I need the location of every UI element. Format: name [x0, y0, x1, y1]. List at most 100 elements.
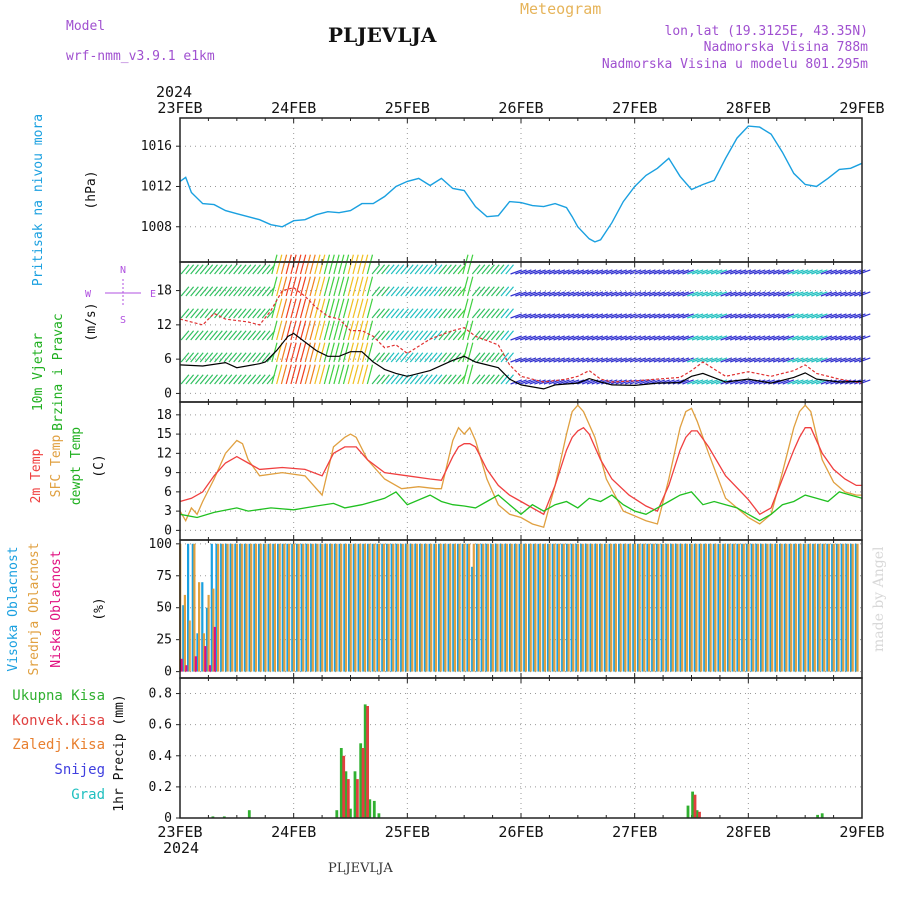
- wind-barb: [209, 374, 218, 385]
- wind-barb: [510, 313, 523, 319]
- wind-barb: [285, 342, 292, 363]
- wind-barb: [218, 352, 228, 363]
- wind-barb: [323, 298, 331, 319]
- coords-text: lon,lat (19.3125E, 43.35N): [664, 24, 869, 39]
- cloud-bar: [738, 543, 741, 672]
- cloud-bar: [638, 543, 641, 672]
- wind-barb: [338, 320, 345, 341]
- cloud-bar: [741, 543, 744, 672]
- wind-barb: [381, 286, 390, 297]
- wind-barb: [601, 269, 613, 275]
- wind-barb: [490, 264, 500, 275]
- wind-barb: [858, 357, 871, 363]
- wind-barb: [381, 264, 390, 275]
- wind-barb: [644, 291, 656, 297]
- cloud-bar: [856, 543, 859, 672]
- wind-barb: [825, 313, 838, 319]
- wind-barb: [620, 335, 632, 341]
- wind-barb: [214, 330, 223, 341]
- wind-barb: [572, 269, 585, 275]
- wind-barb: [199, 330, 209, 341]
- wind-barb: [644, 379, 656, 385]
- wind-barb: [448, 286, 457, 297]
- wind-barb: [471, 264, 481, 275]
- wind-barb: [529, 269, 542, 275]
- wind-barb: [553, 335, 566, 341]
- wind-barb: [376, 286, 386, 297]
- cloud-bar: [774, 543, 777, 672]
- wind-barb: [295, 298, 302, 319]
- cloud-bar: [581, 543, 584, 672]
- wind-barb: [204, 308, 214, 319]
- wind-barb: [247, 308, 257, 319]
- wind-barb: [701, 269, 714, 275]
- wind-barb: [543, 335, 556, 341]
- wind-barb: [443, 264, 452, 275]
- top-date-label: 28FEB: [726, 99, 771, 117]
- cloud-bar: [633, 543, 636, 672]
- wind-barb: [194, 330, 204, 341]
- top-year-label: 2024: [156, 83, 192, 101]
- wind-barb: [466, 298, 474, 319]
- wind-barb: [385, 308, 395, 319]
- wind-barb: [361, 342, 369, 363]
- wind-barb: [615, 357, 628, 363]
- y-tick-label: 0: [164, 386, 172, 401]
- cloud-bar: [354, 543, 357, 672]
- cloud-bar: [283, 543, 286, 672]
- cloud-bar: [827, 543, 831, 672]
- wind-barb: [601, 313, 613, 319]
- wind-barb: [586, 357, 599, 363]
- model-label: Model: [66, 19, 106, 34]
- wind-barb: [319, 298, 326, 319]
- y-tick-label: 0: [164, 665, 172, 680]
- wind-barb: [734, 379, 747, 385]
- cloud-bar: [453, 543, 456, 672]
- cloud-bar: [439, 543, 442, 672]
- wind-barb: [720, 291, 733, 297]
- wind-barb: [624, 269, 637, 275]
- wind-barb: [844, 313, 857, 319]
- wind-barb: [519, 291, 532, 297]
- cloud-bar: [281, 543, 284, 672]
- wind-barb: [601, 379, 613, 385]
- wind-barb: [328, 298, 335, 319]
- wind-barb: [366, 254, 374, 275]
- cloud-bar: [646, 543, 649, 672]
- cloud-bar: [485, 543, 488, 672]
- wind-barb: [228, 330, 238, 341]
- cloud-bar: [794, 543, 797, 672]
- wind-barb: [858, 269, 871, 275]
- wind-barb: [242, 286, 252, 297]
- wind-barb: [849, 357, 862, 363]
- wind-barb: [257, 374, 266, 385]
- wind-barb: [553, 291, 566, 297]
- wind-barb: [405, 352, 414, 363]
- cloud-bar: [366, 543, 370, 672]
- wind-barb: [591, 291, 604, 297]
- wind-barb: [409, 264, 419, 275]
- wind-barb: [519, 335, 532, 341]
- cloud-bar: [371, 543, 374, 672]
- wind-barb: [672, 313, 685, 319]
- wind-barb: [428, 374, 438, 385]
- cloud-bar: [580, 543, 583, 672]
- high-cloud-axis-label: Visoka Oblacnost: [6, 546, 21, 671]
- wind-barb: [486, 286, 495, 297]
- precip-legend-item: Ukupna Kisa: [12, 688, 105, 704]
- bottom-date-label: 27FEB: [612, 823, 657, 841]
- cloud-bar: [842, 543, 845, 672]
- wind-barb: [667, 269, 680, 275]
- pressure-unit-label: (hPa): [84, 170, 99, 209]
- wind-barb: [366, 364, 374, 385]
- wind-barb: [414, 352, 424, 363]
- wind-barb: [648, 269, 661, 275]
- wind-barb: [414, 308, 424, 319]
- wind-barb: [409, 352, 419, 363]
- wind-barb: [591, 379, 604, 385]
- wind-barb: [581, 335, 594, 341]
- wind-barb: [553, 357, 566, 363]
- wind-barb: [405, 374, 414, 385]
- wind-barb: [753, 379, 766, 385]
- wind-barb: [777, 335, 790, 341]
